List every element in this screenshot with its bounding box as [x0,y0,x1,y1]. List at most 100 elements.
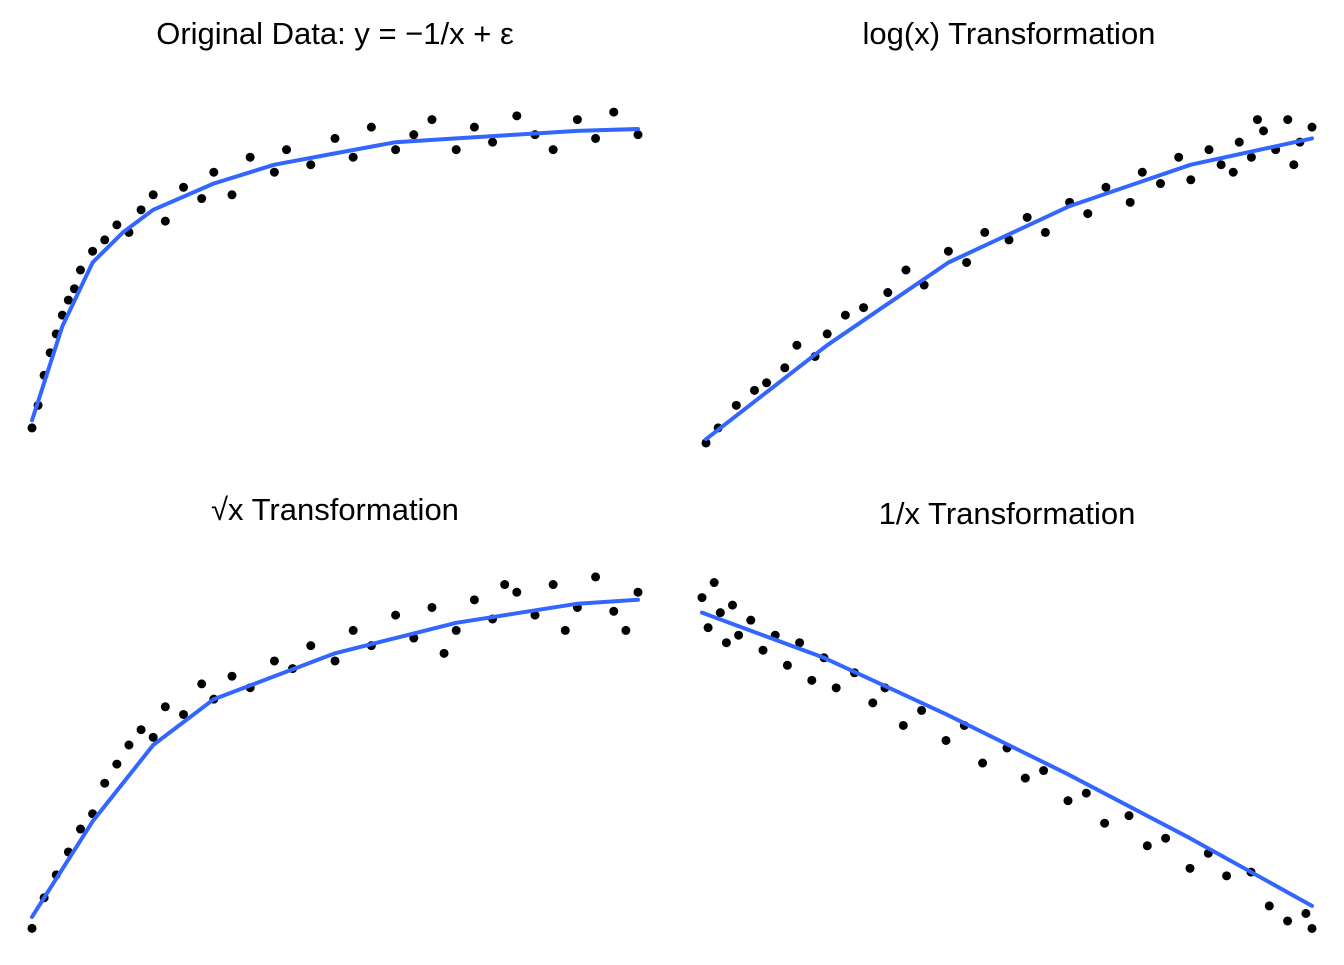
point [548,580,558,590]
point [943,246,953,256]
point [734,630,744,640]
point [1283,916,1293,926]
point [1307,923,1317,933]
point [269,167,279,177]
point [227,671,237,681]
point [1186,175,1196,185]
point [269,656,279,666]
point [1228,167,1238,177]
point [1174,152,1184,162]
point [609,606,619,616]
point [1040,227,1050,237]
point [701,438,711,448]
point [1022,212,1032,222]
point [63,295,73,305]
point [391,145,401,155]
point [488,137,498,147]
point [100,235,110,245]
point [409,130,419,140]
point [1216,160,1226,170]
point [439,648,449,658]
point [330,656,340,666]
point [978,758,988,768]
point [1039,766,1049,776]
point [1222,871,1232,881]
point [703,623,713,633]
point [75,265,85,275]
point [840,310,850,320]
panel: √x Transformation [27,492,643,933]
panel-title: log(x) Transformation [863,16,1156,51]
point [715,608,725,618]
point [348,625,358,635]
point [822,329,832,339]
point [512,111,522,121]
panel-title: 1/x Transformation [879,496,1136,531]
point [148,190,158,200]
point [980,227,990,237]
point [941,735,951,745]
point [591,572,601,582]
point [1234,137,1244,147]
point [548,145,558,155]
point [1020,773,1030,783]
point [1161,833,1171,843]
point [609,107,619,117]
point [883,288,893,298]
point [1100,818,1110,828]
point [621,625,631,635]
point [731,400,741,410]
point [728,600,737,610]
point [792,340,802,350]
point [282,145,292,155]
point [148,732,158,742]
point [807,675,817,685]
point [136,725,146,735]
point [27,423,37,433]
point [427,115,437,125]
point [1264,901,1274,911]
point [560,625,570,635]
point [245,152,255,162]
smooth-line [700,610,1314,908]
point [124,740,134,750]
point [197,679,207,689]
point [859,303,869,313]
point [160,702,170,712]
point [469,122,479,132]
point [1124,811,1134,821]
panel-title: Original Data: y = −1/x + ε [156,16,514,51]
point [512,587,522,597]
point [469,595,479,605]
point [901,265,911,275]
point [209,167,219,177]
point [898,720,908,730]
point [709,578,719,588]
point [831,683,841,693]
point [780,363,790,373]
smooth-line [30,597,640,919]
point [1259,126,1269,136]
panel: log(x) Transformation [701,16,1317,448]
point [366,122,376,132]
point [1301,908,1311,918]
point [100,778,110,788]
point [227,190,237,200]
point [1204,145,1214,155]
smooth-line [704,136,1314,442]
panel: Original Data: y = −1/x + ε [27,16,643,433]
point [1246,152,1256,162]
point [795,638,805,648]
point [1137,167,1147,177]
point [179,709,188,719]
point [633,130,643,140]
point [1289,160,1299,170]
point [179,182,188,192]
point [530,610,540,620]
point [88,246,98,256]
point [721,638,731,648]
point [1125,197,1135,207]
point [391,610,401,620]
point [1283,115,1293,125]
